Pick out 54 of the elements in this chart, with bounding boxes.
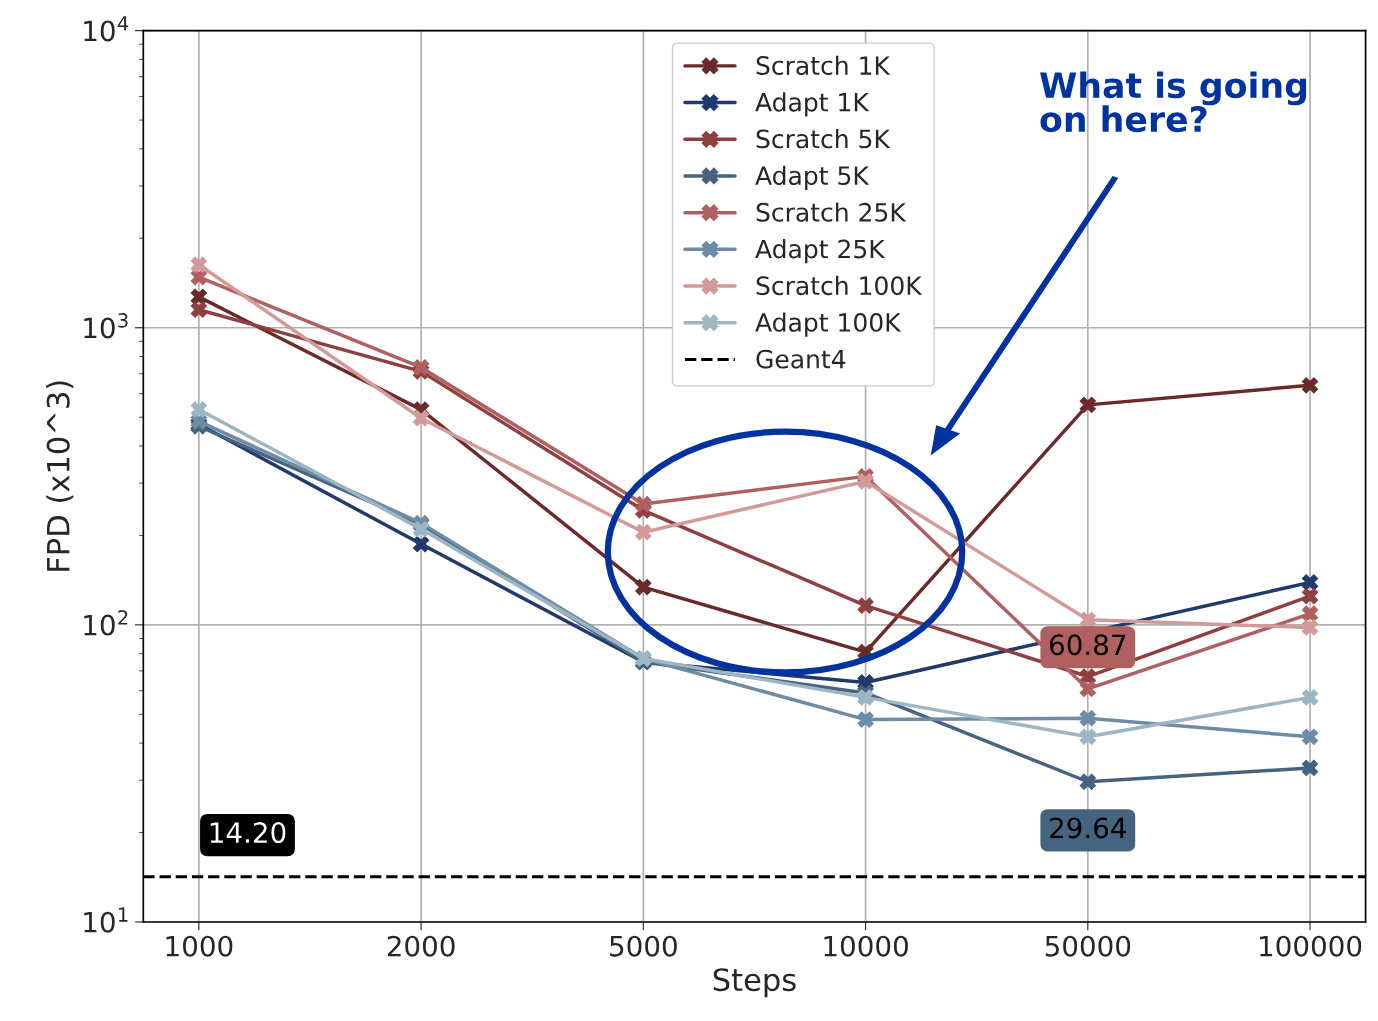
point <box>1301 377 1319 394</box>
y-tick-label: 10$^{3}$ <box>84 313 128 339</box>
x-axis-title: Steps <box>713 968 796 998</box>
x-tick-label: 100000 <box>1260 935 1362 957</box>
point <box>190 288 208 306</box>
point <box>1079 396 1096 414</box>
point <box>635 524 652 541</box>
point <box>1079 710 1096 727</box>
point <box>635 578 652 596</box>
legend-label: Scratch 25K <box>756 202 907 222</box>
y-tick-label: 10$^{1}$ <box>84 907 128 933</box>
x-tick-label: 50000 <box>1045 935 1131 957</box>
point <box>1301 574 1319 591</box>
annotation: 29.64 <box>1050 817 1127 839</box>
point <box>857 711 874 728</box>
point <box>412 410 430 427</box>
legend-label: Scratch 5K <box>756 129 891 149</box>
point <box>1301 619 1319 636</box>
x-tick-label: 10000 <box>824 935 908 957</box>
point <box>1079 680 1096 698</box>
point <box>1301 728 1319 745</box>
point <box>1301 605 1319 622</box>
annotation: What is going on here? <box>1040 71 1307 133</box>
legend-label: Adapt 25K <box>755 239 886 264</box>
point <box>857 689 874 706</box>
point <box>857 473 874 490</box>
y-tick-label: 10$^{4}$ <box>84 16 129 42</box>
y-tick-label: 10$^{2}$ <box>84 610 128 636</box>
point <box>190 301 208 318</box>
point <box>190 256 208 273</box>
annotation: 14.20 <box>210 822 286 844</box>
x-tick-label: 5000 <box>610 935 677 957</box>
point <box>1301 689 1319 706</box>
annotation: 60.87 <box>1049 634 1126 656</box>
point <box>635 495 652 513</box>
legend-label: Adapt 1K <box>755 92 870 117</box>
y-axis-title: FPD (x10^3) <box>46 381 74 571</box>
point <box>190 401 208 418</box>
point <box>412 359 430 376</box>
legend-label: Adapt 5K <box>755 165 870 190</box>
point <box>857 597 874 614</box>
x-tick-label: 1000 <box>166 935 233 957</box>
point <box>1301 587 1319 605</box>
point <box>1079 728 1096 745</box>
point <box>1079 773 1096 790</box>
point <box>412 535 430 553</box>
point <box>1079 611 1096 628</box>
legend-label: Geant4 <box>756 349 846 369</box>
point <box>412 520 430 538</box>
point <box>1301 759 1319 777</box>
legend-label: Scratch 100K <box>756 275 923 296</box>
legend-label: Adapt 100K <box>755 312 902 337</box>
legend-label: Scratch 1K <box>756 55 891 75</box>
x-tick-label: 2000 <box>387 935 455 957</box>
